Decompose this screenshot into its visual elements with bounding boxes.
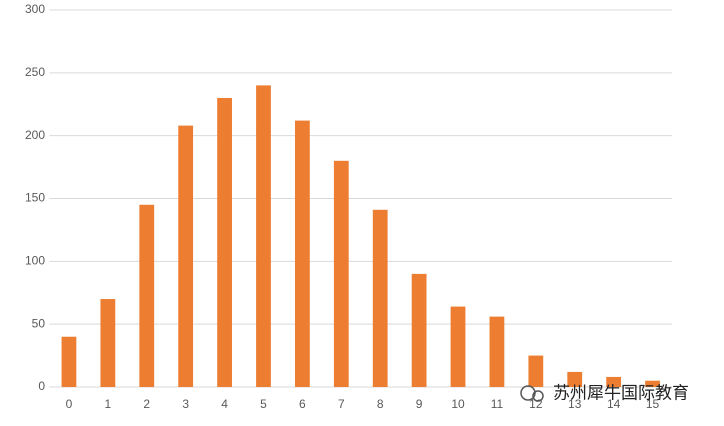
x-tick-label: 3 bbox=[182, 397, 189, 411]
bar bbox=[450, 306, 466, 387]
x-tick-label: 4 bbox=[221, 397, 228, 411]
x-tick-label: 9 bbox=[416, 397, 423, 411]
bar bbox=[217, 97, 232, 387]
x-tick-label: 6 bbox=[299, 397, 306, 411]
x-tick-label: 0 bbox=[66, 397, 73, 411]
bar bbox=[567, 371, 583, 387]
x-tick-label: 15 bbox=[646, 397, 660, 411]
y-tick-label: 300 bbox=[25, 2, 45, 16]
x-tick-label: 11 bbox=[491, 397, 504, 411]
y-tick-label: 100 bbox=[25, 254, 45, 268]
watermark-text: 苏州犀牛国际教育 bbox=[553, 383, 689, 402]
bar bbox=[61, 336, 77, 387]
watermark-icon bbox=[520, 385, 536, 401]
y-tick-label: 250 bbox=[25, 65, 45, 79]
y-tick-label: 150 bbox=[25, 191, 45, 205]
x-tick-label: 5 bbox=[260, 397, 267, 411]
x-tick-label: 13 bbox=[568, 397, 582, 411]
bar bbox=[528, 355, 544, 387]
watermark: 苏州犀牛国际教育 bbox=[520, 383, 689, 402]
y-tick-label: 50 bbox=[32, 316, 46, 330]
y-tick-label: 0 bbox=[38, 379, 45, 393]
bar bbox=[645, 380, 660, 387]
bar bbox=[411, 273, 427, 387]
x-tick-label: 10 bbox=[451, 397, 465, 411]
bar bbox=[333, 160, 349, 387]
bar bbox=[256, 85, 271, 388]
y-tick-label: 200 bbox=[25, 128, 45, 142]
bar bbox=[372, 209, 388, 387]
x-tick-label: 8 bbox=[377, 397, 384, 411]
bar bbox=[294, 120, 310, 387]
watermark-icon bbox=[532, 390, 544, 402]
x-tick-label: 14 bbox=[607, 397, 621, 411]
bar bbox=[139, 204, 155, 387]
x-tick-label: 1 bbox=[105, 397, 112, 411]
bar bbox=[178, 125, 194, 387]
bar bbox=[489, 316, 505, 387]
bar bbox=[606, 376, 622, 387]
x-tick-label: 7 bbox=[338, 397, 345, 411]
x-tick-label: 2 bbox=[143, 397, 150, 411]
bar bbox=[100, 299, 116, 387]
